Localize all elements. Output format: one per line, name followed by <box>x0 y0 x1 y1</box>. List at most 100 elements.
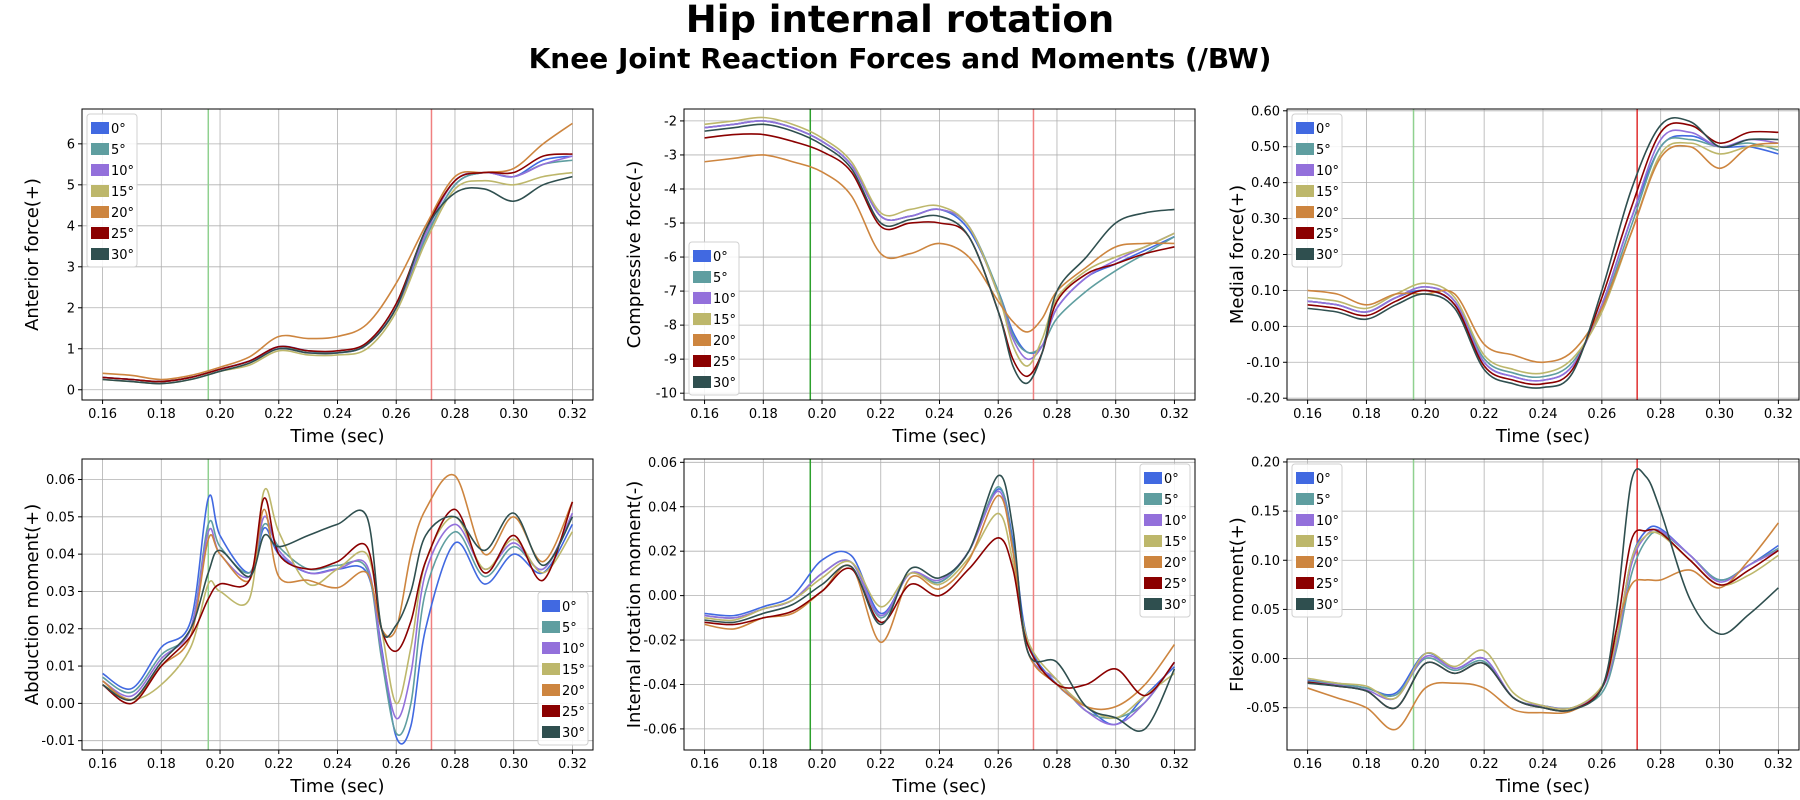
y-tick-label: 0.05 <box>46 510 75 525</box>
legend-entry: 15° <box>562 663 585 678</box>
legend-swatch <box>693 271 711 283</box>
y-axis-label: Flexion moment(+) <box>1227 517 1248 692</box>
legend-swatch <box>542 663 560 675</box>
series-group <box>704 116 1175 385</box>
x-tick-label: 0.30 <box>499 407 528 422</box>
x-tick-label: 0.20 <box>1411 757 1440 772</box>
legend-entry: 0° <box>111 122 126 137</box>
x-tick-label: 0.22 <box>866 407 895 422</box>
legend-swatch <box>1296 535 1314 547</box>
y-tick-label: -0.05 <box>1246 701 1280 716</box>
legend-entry: 25° <box>111 227 134 242</box>
x-tick-label: 0.16 <box>690 757 719 772</box>
legend-entry: 5° <box>713 271 728 286</box>
legend-swatch <box>91 227 109 239</box>
legend-swatch <box>693 292 711 304</box>
x-tick-label: 0.20 <box>206 407 235 422</box>
legend-swatch <box>693 313 711 325</box>
figure-subtitle: Knee Joint Reaction Forces and Moments (… <box>528 42 1272 75</box>
legend-swatch <box>542 684 560 696</box>
x-tick-label: 0.22 <box>866 757 895 772</box>
x-tick-label: 0.16 <box>1293 757 1322 772</box>
y-tick-label: 0.02 <box>46 622 75 637</box>
legend-entry: 0° <box>562 600 577 615</box>
legend-entry: 10° <box>1164 514 1187 529</box>
x-tick-label: 0.28 <box>1042 407 1071 422</box>
series-group <box>1307 116 1779 389</box>
x-tick-label: 0.28 <box>1646 757 1675 772</box>
legend-entry: 5° <box>1316 493 1331 508</box>
legend-entry: 30° <box>1316 598 1339 613</box>
series-group <box>102 473 574 745</box>
series-group <box>102 122 573 385</box>
y-tick-label: 6 <box>67 137 75 152</box>
legend: 0° 5° 10° 15° 20° 25° 30° <box>86 113 138 268</box>
series-line-25° <box>102 497 574 705</box>
legend-swatch <box>1296 472 1314 484</box>
y-tick-label: 5 <box>67 178 75 193</box>
y-tick-label: -0.04 <box>643 678 677 693</box>
series-line-30° <box>102 175 573 385</box>
legend-entry: 20° <box>713 334 736 349</box>
legend-entry: 20° <box>1164 556 1187 571</box>
legend-entry: 20° <box>562 684 585 699</box>
legend-entry: 0° <box>1164 472 1179 487</box>
x-tick-label: 0.20 <box>1411 407 1440 422</box>
legend-swatch <box>91 248 109 260</box>
x-axis-label: Time (sec) <box>1495 426 1590 447</box>
legend-swatch <box>1296 122 1314 134</box>
grid <box>1287 109 1799 400</box>
y-tick-label: 0.20 <box>1251 248 1280 263</box>
series-line-30° <box>1307 116 1779 389</box>
y-tick-label: -4 <box>664 182 677 197</box>
y-tick-label: 0.20 <box>1251 455 1280 470</box>
legend-swatch <box>1144 514 1162 526</box>
grid <box>1287 459 1799 750</box>
legend-swatch <box>693 355 711 367</box>
x-tick-label: 0.24 <box>925 407 954 422</box>
legend-swatch <box>1296 598 1314 610</box>
x-tick-label: 0.30 <box>1101 407 1130 422</box>
y-tick-label: 0.03 <box>46 585 75 600</box>
x-tick-label: 0.16 <box>88 407 117 422</box>
legend-swatch <box>1296 164 1314 176</box>
series-line-15° <box>704 116 1175 367</box>
legend-swatch <box>1296 514 1314 526</box>
legend-entry: 15° <box>1164 535 1187 550</box>
legend: 0° 5° 10° 15° 20° 25° 30° <box>1291 113 1343 268</box>
legend-swatch <box>1144 556 1162 568</box>
y-tick-label: 0.15 <box>1251 505 1280 520</box>
series-group <box>704 474 1176 732</box>
y-tick-label: 0.05 <box>1251 603 1280 618</box>
x-tick-label: 0.20 <box>206 757 235 772</box>
subplot-3: 0.16 0.18 0.20 0.22 0.24 0.26 0.28 0.30 0.32 -0.2… <box>1227 104 1800 447</box>
y-tick-label: 0.40 <box>1251 176 1280 191</box>
series-line-30° <box>704 123 1175 385</box>
x-axis-label: Time (sec) <box>891 426 986 447</box>
x-tick-label: 0.30 <box>1101 757 1130 772</box>
series-line-25° <box>1307 122 1779 386</box>
legend-entry: 10° <box>1316 164 1339 179</box>
x-tick-label: 0.26 <box>1587 757 1616 772</box>
legend-entry: 25° <box>562 705 585 720</box>
legend-swatch <box>1144 598 1162 610</box>
x-tick-label: 0.32 <box>1764 407 1793 422</box>
y-tick-label: -0.01 <box>41 734 75 749</box>
x-tick-label: 0.32 <box>558 757 587 772</box>
y-tick-label: -5 <box>664 217 677 232</box>
legend: 0° 5° 10° 15° 20° 25° 30° <box>1139 463 1191 618</box>
legend: 0° 5° 10° 15° 20° 25° 30° <box>688 241 740 396</box>
x-tick-label: 0.30 <box>1705 407 1734 422</box>
series-line-20° <box>1307 522 1780 731</box>
y-tick-label: -0.06 <box>643 722 677 737</box>
y-axis-label: Compressive force(-) <box>624 161 645 349</box>
x-tick-label: 0.32 <box>1160 407 1189 422</box>
subplot-6: 0.16 0.18 0.20 0.22 0.24 0.26 0.28 0.30 0.32 -0.0… <box>1227 455 1800 797</box>
legend-swatch <box>542 642 560 654</box>
x-tick-label: 0.18 <box>749 407 778 422</box>
legend-swatch <box>1296 143 1314 155</box>
x-tick-label: 0.20 <box>808 757 837 772</box>
x-axis-label: Time (sec) <box>891 776 986 797</box>
x-tick-label: 0.16 <box>1293 407 1322 422</box>
